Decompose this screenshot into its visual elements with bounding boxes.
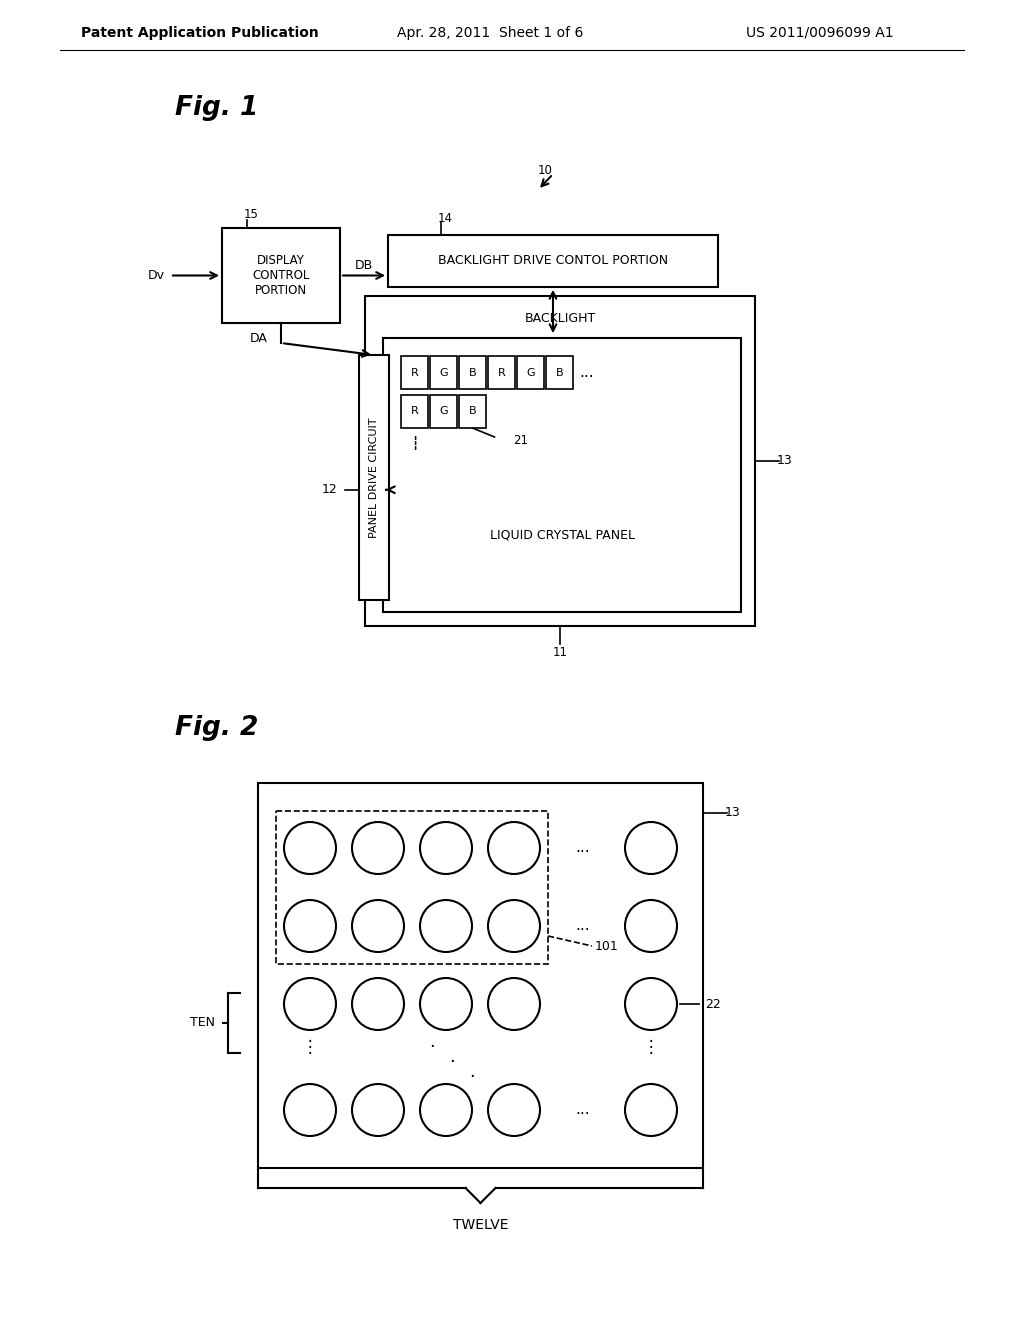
Bar [459,356,486,389]
Text: Fig. 1: Fig. 1 [175,95,258,121]
Text: BACKLIGHT DRIVE CONTOL PORTION: BACKLIGHT DRIVE CONTOL PORTION [438,255,668,268]
Bar [365,296,755,626]
Text: ⋮: ⋮ [302,1038,318,1056]
Text: R: R [411,367,419,378]
Text: ...: ... [575,841,590,855]
Text: R: R [411,407,419,417]
Bar [459,395,486,428]
Text: DB: DB [355,259,373,272]
Text: TEN: TEN [190,1016,215,1030]
Text: ⋮: ⋮ [407,437,422,451]
Text: ...: ... [580,366,594,380]
Text: 21: 21 [513,433,528,446]
Text: 22: 22 [705,998,721,1011]
Text: 12: 12 [322,483,337,496]
Text: ...: ... [575,919,590,933]
Text: Dv: Dv [148,269,165,282]
Text: DA: DA [250,333,268,346]
Text: 13: 13 [725,807,741,820]
Text: 14: 14 [438,211,453,224]
Text: .: . [429,1034,435,1051]
Text: Fig. 2: Fig. 2 [175,715,258,741]
Bar [258,783,703,1168]
Text: B: B [469,367,476,378]
Text: .: . [469,1063,475,1081]
Bar [359,355,389,601]
Text: B: B [556,367,563,378]
Text: .: . [450,1048,455,1067]
Bar [401,356,428,389]
Text: PANEL DRIVE CIRCUIT: PANEL DRIVE CIRCUIT [369,417,379,537]
Text: B: B [469,407,476,417]
Text: G: G [526,367,535,378]
Bar [517,356,544,389]
Text: DISPLAY
CONTROL
PORTION: DISPLAY CONTROL PORTION [252,253,309,297]
Text: 10: 10 [538,164,553,177]
Text: ...: ... [575,1102,590,1118]
Text: ⋮: ⋮ [643,1038,659,1056]
Text: G: G [439,367,447,378]
Bar [276,810,548,964]
Text: Patent Application Publication: Patent Application Publication [81,26,318,40]
Bar [430,356,457,389]
Text: LIQUID CRYSTAL PANEL: LIQUID CRYSTAL PANEL [489,529,635,541]
Bar [222,228,340,323]
Text: 13: 13 [777,454,793,467]
Text: 101: 101 [595,940,618,953]
Bar [383,338,741,612]
Text: G: G [439,407,447,417]
Text: TWELVE: TWELVE [453,1218,508,1232]
Bar [388,235,718,286]
Bar [488,356,515,389]
Text: BACKLIGHT: BACKLIGHT [524,312,596,325]
Text: R: R [498,367,506,378]
Text: 15: 15 [244,209,259,222]
Text: Apr. 28, 2011  Sheet 1 of 6: Apr. 28, 2011 Sheet 1 of 6 [397,26,584,40]
Bar [430,395,457,428]
Text: 11: 11 [553,647,567,660]
Text: ⋮: ⋮ [407,434,422,450]
Bar [546,356,573,389]
Bar [401,395,428,428]
Text: US 2011/0096099 A1: US 2011/0096099 A1 [746,26,894,40]
